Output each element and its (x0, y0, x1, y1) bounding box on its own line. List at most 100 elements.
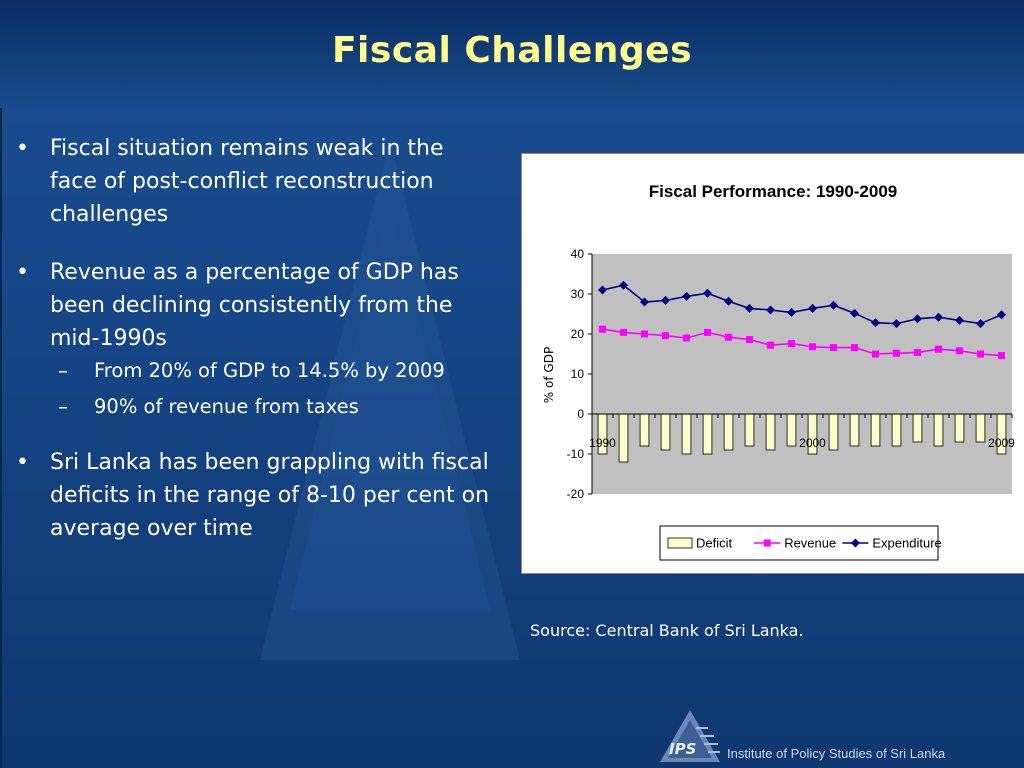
deficit-bar (702, 413, 713, 455)
deficit-bar (744, 413, 755, 447)
expenditure-point (829, 300, 838, 310)
deficit-bar (975, 413, 986, 443)
y-tick-label: 20 (571, 327, 585, 341)
background-watermark (260, 140, 520, 660)
sub-bullet-item: – 90% of revenue from taxes (58, 394, 496, 420)
deficit-bar (618, 413, 629, 463)
legend-box (659, 525, 939, 561)
sub-bullet-dash: – (58, 359, 68, 382)
source-note: Source: Central Bank of Sri Lanka. (530, 621, 804, 640)
logo-lettering: IPS (669, 740, 696, 758)
y-tick-label: 0 (577, 407, 584, 421)
deficit-bar (933, 413, 944, 447)
expenditure-point (808, 303, 817, 313)
revenue-point (956, 347, 963, 355)
revenue-point (851, 344, 858, 352)
sub-bullet-text: 90% of revenue from taxes (94, 395, 359, 418)
bullet-item: • Sri Lanka has been grappling with fisc… (16, 446, 496, 545)
x-tick-label: 1990 (589, 436, 616, 450)
expenditure-point (598, 285, 607, 295)
y-tick-label: -20 (567, 487, 585, 501)
revenue-legend-marker (763, 539, 771, 547)
ips-logo: IPS (660, 710, 720, 762)
deficit-bar (849, 413, 860, 447)
expenditure-point (703, 288, 712, 298)
deficit-bar (723, 413, 734, 451)
deficit-bar (870, 413, 881, 447)
expenditure-point (997, 310, 1006, 320)
expenditure-point (724, 296, 733, 306)
title-band (0, 0, 1024, 108)
deficit-bar (891, 413, 902, 447)
chart-panel: Fiscal Performance: 1990-2009 % of GDP -… (521, 153, 1024, 574)
revenue-point (662, 332, 669, 340)
expenditure-point (619, 280, 628, 290)
revenue-point (914, 348, 921, 356)
revenue-point (746, 336, 753, 344)
deficit-bar (639, 413, 650, 447)
expenditure-point (913, 314, 922, 324)
deficit-bar (828, 413, 839, 451)
deficit-bar (660, 413, 671, 451)
deficit-bar (912, 413, 923, 443)
chart-legend: Deficit Revenue Expenditure (659, 525, 942, 561)
revenue-point (599, 325, 606, 333)
deficit-bar (954, 413, 965, 443)
expenditure-point (766, 305, 775, 315)
revenue-point (788, 340, 795, 348)
bullet-text: Sri Lanka has been grappling with fiscal… (50, 450, 490, 541)
expenditure-point (892, 319, 901, 329)
y-tick-label: 10 (571, 367, 585, 381)
revenue-point (683, 334, 690, 342)
y-tick-label: 40 (571, 247, 585, 261)
revenue-point (620, 328, 627, 336)
deficit-bar (681, 413, 692, 455)
deficit-legend-swatch (667, 537, 693, 549)
expenditure-point (640, 297, 649, 307)
x-tick-label: 2000 (799, 436, 826, 450)
y-tick-label: -10 (567, 447, 585, 461)
bullet-text: Fiscal situation remains weak in the fac… (50, 136, 444, 227)
expenditure-point (955, 315, 964, 325)
revenue-point (998, 352, 1005, 360)
bullet-text: Revenue as a percentage of GDP has been … (50, 260, 459, 351)
fiscal-chart: Fiscal Performance: 1990-2009 % of GDP -… (542, 182, 1016, 561)
bullet-list: • Fiscal situation remains weak in the f… (16, 132, 496, 570)
expenditure-point (661, 295, 670, 305)
revenue-point (977, 350, 984, 358)
revenue-point (725, 333, 732, 341)
expenditure-legend-marker (850, 538, 860, 548)
x-tick-label: 2009 (988, 436, 1015, 450)
deficit-legend-label: Deficit (696, 536, 733, 551)
expenditure-point (976, 319, 985, 329)
sub-bullet-item: – From 20% of GDP to 14.5% by 2009 (58, 358, 496, 384)
bullet-body: Revenue as a percentage of GDP has been … (50, 256, 496, 355)
bullet-dot: • (16, 136, 29, 161)
revenue-point (704, 328, 711, 336)
expenditure-point (850, 308, 859, 318)
expenditure-point (787, 307, 796, 317)
revenue-point (893, 349, 900, 357)
sub-bullet-dash: – (58, 395, 68, 418)
expenditure-point (871, 318, 880, 328)
revenue-point (872, 350, 879, 358)
bullet-item: • Revenue as a percentage of GDP has bee… (16, 256, 496, 355)
expenditure-point (934, 312, 943, 322)
footer-institute: Institute of Policy Studies of Sri Lanka (727, 746, 946, 761)
deficit-bar (765, 413, 776, 451)
revenue-point (935, 345, 942, 353)
bullet-item: • Fiscal situation remains weak in the f… (16, 132, 496, 231)
sub-bullet-text: From 20% of GDP to 14.5% by 2009 (94, 359, 445, 382)
bullet-dot: • (16, 260, 29, 285)
expenditure-point (682, 291, 691, 301)
revenue-point (809, 343, 816, 351)
plot-area (592, 254, 1012, 494)
y-tick-label: 30 (571, 287, 585, 301)
revenue-point (641, 330, 648, 338)
plot-layer: -20 -10 0 10 20 30 40 1990 2000 2009 (567, 247, 1016, 501)
revenue-point (767, 341, 774, 349)
chart-title: Fiscal Performance: 1990-2009 (649, 182, 898, 201)
revenue-legend-label: Revenue (784, 536, 836, 551)
revenue-point (830, 344, 837, 352)
slide-title: Fiscal Challenges (331, 30, 693, 71)
